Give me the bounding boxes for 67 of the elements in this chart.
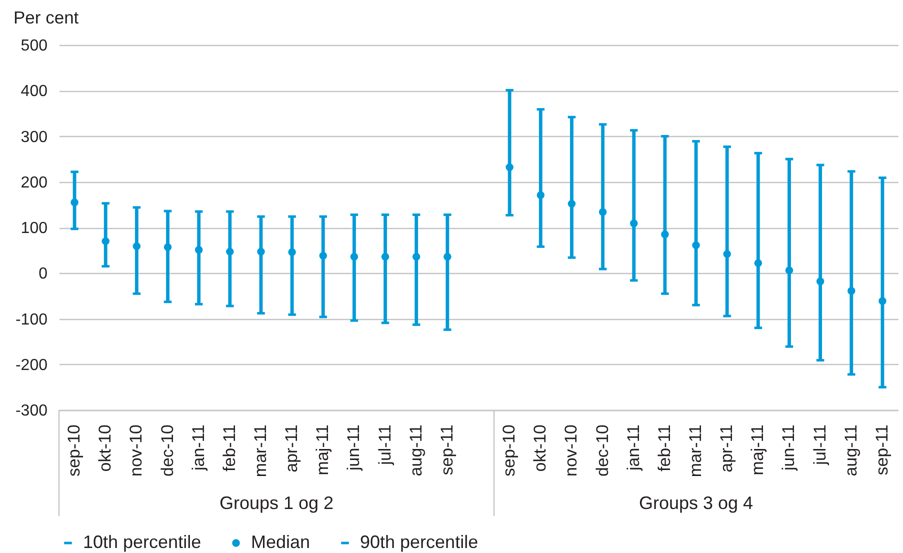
x-tick-label: nov-10	[126, 424, 146, 476]
y-tick-label: 300	[20, 128, 48, 146]
x-tick-label: aug-11	[406, 424, 426, 476]
point	[164, 243, 172, 251]
text: Groups 1 og 2	[219, 493, 334, 513]
point	[692, 241, 700, 250]
x-tick-label: jan-11	[188, 424, 208, 472]
y-tick-label: 400	[20, 83, 48, 100]
point	[381, 252, 390, 261]
x-tick-label: mar-11	[686, 424, 706, 478]
x-tick-label: feb-11	[220, 424, 239, 472]
legend-label: 90th percentile	[360, 532, 478, 552]
point	[194, 246, 203, 254]
point	[102, 237, 110, 246]
point	[257, 248, 265, 256]
x-tick-label: jul-11	[375, 424, 394, 466]
y-tick-label: -100	[15, 311, 48, 328]
point	[132, 242, 141, 250]
y-tick-label: -300	[15, 402, 48, 420]
point	[661, 230, 669, 238]
x-tick-label: maj-11	[748, 424, 768, 476]
point	[506, 163, 514, 172]
x-tick-label: apr-11	[717, 424, 736, 472]
point	[630, 220, 638, 228]
point	[785, 266, 794, 274]
point	[816, 277, 824, 286]
x-tick-label: maj-11	[313, 424, 332, 476]
point	[226, 248, 234, 256]
y-tick-label: 0	[38, 266, 48, 283]
x-tick-label: jun-11	[344, 424, 364, 472]
point	[70, 198, 78, 206]
x-tick-label: feb-11	[654, 424, 674, 472]
x-tick-label: sep-10	[500, 424, 519, 476]
x-tick-label: sep-11	[872, 424, 892, 476]
x-tick-label: jun-11	[779, 424, 798, 472]
point	[412, 252, 420, 261]
x-tick-label: apr-11	[282, 424, 302, 472]
point	[754, 259, 762, 267]
point	[723, 250, 731, 258]
y-tick-label: 100	[20, 220, 48, 237]
y-axis-title: Per cent	[14, 8, 79, 28]
legend-label: 10th percentile	[83, 532, 202, 552]
x-tick-label: okt-10	[96, 424, 115, 472]
point	[598, 208, 607, 216]
x-tick-label: okt-10	[530, 424, 550, 472]
x-tick-label: sep-10	[64, 424, 84, 476]
x-tick-label: dec-10	[158, 424, 177, 476]
point	[536, 191, 545, 199]
y-tick-label: -200	[15, 356, 48, 374]
x-tick-label: mar-11	[250, 424, 270, 478]
point	[319, 252, 328, 260]
y-tick-label: 500	[20, 38, 48, 54]
x-tick-label: sep-11	[437, 424, 456, 476]
point	[288, 248, 296, 256]
point	[350, 252, 358, 261]
x-tick-label: nov-10	[562, 424, 581, 476]
x-tick-label: jan-11	[624, 424, 643, 472]
x-tick-label: jul-11	[810, 424, 830, 466]
point	[848, 287, 856, 295]
legend-label: Median	[251, 532, 310, 552]
x-tick-label: dec-10	[592, 424, 612, 476]
y-tick-label: 200	[20, 174, 48, 192]
point	[444, 252, 452, 261]
x-tick-label: aug-11	[841, 424, 860, 476]
point	[878, 297, 886, 305]
text: Groups 3 og 4	[638, 493, 754, 513]
point	[568, 200, 576, 208]
